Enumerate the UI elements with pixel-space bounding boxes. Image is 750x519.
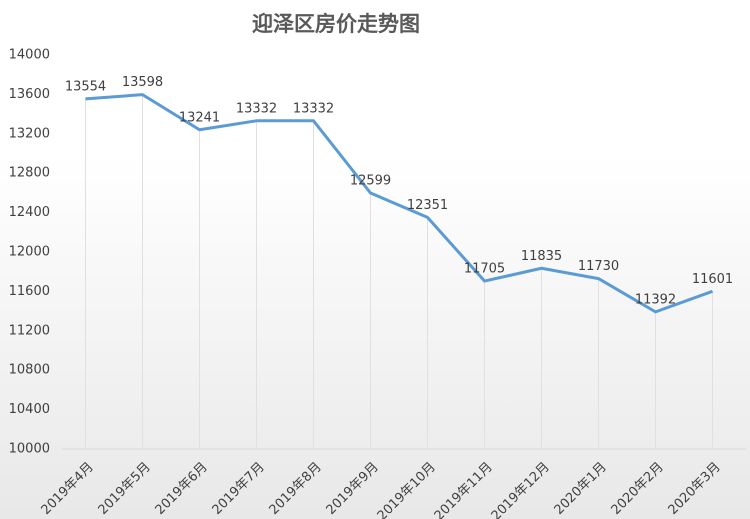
- data-label: 13598: [122, 75, 163, 90]
- data-label: 13241: [179, 110, 220, 125]
- y-tick-label: 11200: [9, 323, 50, 338]
- data-label: 12599: [350, 173, 391, 188]
- y-tick-label: 10800: [9, 363, 50, 378]
- y-tick-label: 10000: [9, 442, 50, 457]
- data-label: 11705: [464, 262, 505, 277]
- line: [85, 93, 714, 314]
- data-label: 13332: [236, 101, 277, 116]
- data-label: 11730: [578, 259, 619, 274]
- chart-title: 迎泽区房价走势图: [252, 12, 420, 36]
- data-label: 13554: [65, 79, 106, 94]
- y-tick-label: 12000: [9, 245, 50, 260]
- y-tick-label: 10400: [9, 402, 50, 417]
- data-label: 11601: [692, 272, 733, 287]
- data-label: 11835: [521, 249, 562, 264]
- y-tick-label: 13600: [9, 87, 50, 102]
- data-label: 12351: [407, 198, 448, 213]
- y-tick-label: 13200: [9, 126, 50, 141]
- data-label: 11392: [635, 292, 676, 307]
- y-tick-label: 12400: [9, 205, 50, 220]
- data-label: 13332: [293, 101, 334, 116]
- y-tick-label: 14000: [9, 48, 50, 63]
- y-tick-label: 12800: [9, 166, 50, 181]
- y-tick-label: 11600: [9, 284, 50, 299]
